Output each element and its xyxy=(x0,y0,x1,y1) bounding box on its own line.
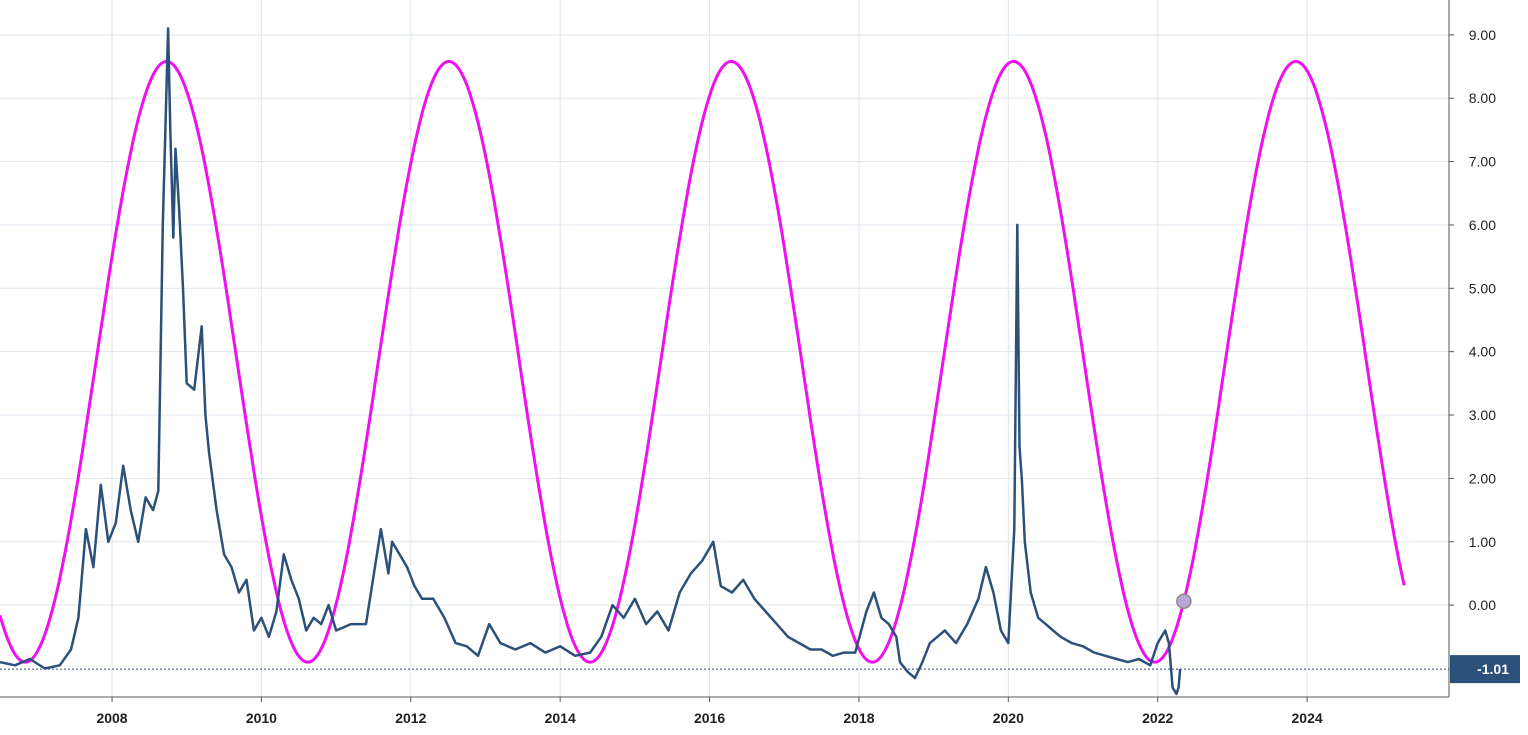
y-tick-label: 0.00 xyxy=(1469,597,1496,613)
x-tick-label: 2020 xyxy=(993,710,1024,726)
x-tick-label: 2018 xyxy=(843,710,874,726)
x-tick-label: 2022 xyxy=(1142,710,1173,726)
series-line-cycle xyxy=(0,60,1406,664)
last-value-text: -1.01 xyxy=(1477,661,1509,677)
series-line-index xyxy=(0,27,1182,696)
ticks: 0.00 1.00 2.00 3.00 4.00 5.00 6.00 7.00 8.00 9.00… xyxy=(96,27,1496,726)
x-tick-label: 2014 xyxy=(545,710,576,726)
y-tick-label: 2.00 xyxy=(1469,470,1496,486)
y-tick-label: 9.00 xyxy=(1469,27,1496,43)
y-tick-label: 8.00 xyxy=(1469,90,1496,106)
y-tick-label: 3.00 xyxy=(1469,407,1496,423)
y-tick-label: 5.00 xyxy=(1469,280,1496,296)
x-tick-label: 2012 xyxy=(395,710,426,726)
cycle-marker-point xyxy=(1176,593,1192,609)
last-value-label: -1.01 xyxy=(1450,655,1520,684)
y-tick-label: 7.00 xyxy=(1469,154,1496,170)
y-tick-label: 6.00 xyxy=(1469,217,1496,233)
x-tick-label: 2024 xyxy=(1292,710,1323,726)
x-tick-label: 2016 xyxy=(694,710,725,726)
last-value-box xyxy=(1450,655,1520,684)
y-tick-label: 4.00 xyxy=(1469,344,1496,360)
x-tick-label: 2010 xyxy=(246,710,277,726)
grid xyxy=(0,0,1449,697)
x-tick-label: 2008 xyxy=(96,710,127,726)
series xyxy=(0,27,1449,696)
axes xyxy=(0,0,1450,698)
y-tick-label: 1.00 xyxy=(1469,534,1496,550)
